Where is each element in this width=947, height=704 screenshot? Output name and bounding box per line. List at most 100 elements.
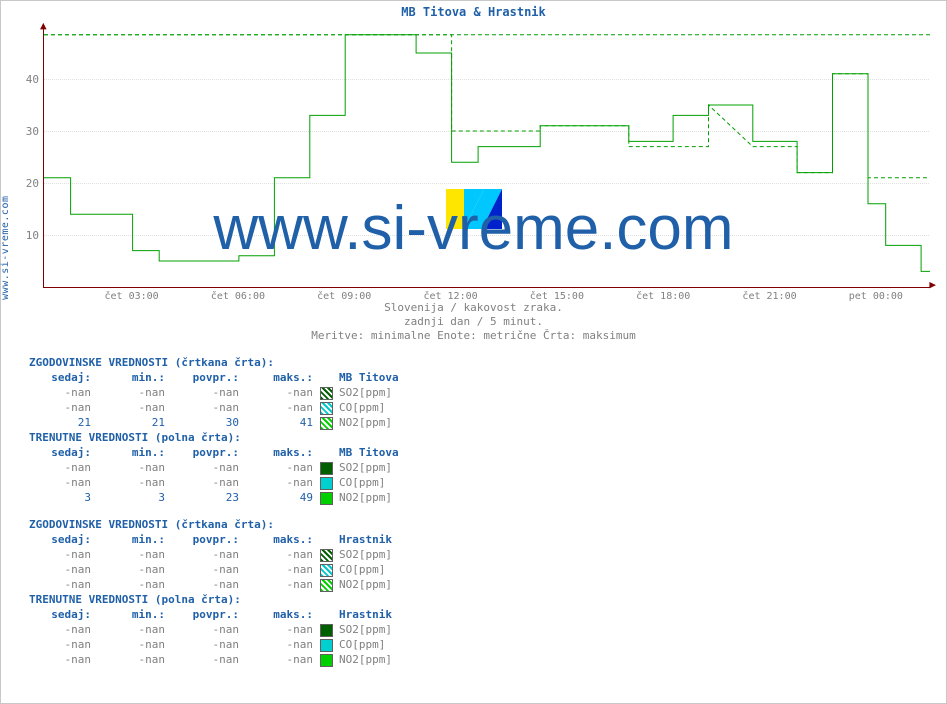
figure: www.si-vreme.com MB Titova & Hrastnik 10… xyxy=(0,0,947,704)
legend-value: -nan xyxy=(241,460,315,475)
legend-swatch-icon xyxy=(320,564,333,577)
legend-value: -nan xyxy=(93,475,167,490)
legend-value: -nan xyxy=(29,547,93,562)
legend-col xyxy=(315,370,337,385)
legend-col: maks.: xyxy=(241,607,315,622)
y-tick-label: 10 xyxy=(25,229,39,242)
legend-value: -nan xyxy=(29,400,93,415)
legend-heading: TRENUTNE VREDNOSTI (polna črta): xyxy=(29,592,481,607)
legend-heading: ZGODOVINSKE VREDNOSTI (črtkana črta): xyxy=(29,355,481,370)
legend-value: -nan xyxy=(93,547,167,562)
legend-col: povpr.: xyxy=(167,532,241,547)
legend-swatch-icon xyxy=(320,549,333,562)
legend-value: -nan xyxy=(93,400,167,415)
legend-swatch-icon xyxy=(320,624,333,637)
legend-value: -nan xyxy=(93,460,167,475)
legend-swatch-icon xyxy=(320,654,333,667)
legend-value: -nan xyxy=(167,652,241,667)
legend-value: -nan xyxy=(167,562,241,577)
legend-value: -nan xyxy=(167,577,241,592)
legend-col: sedaj: xyxy=(29,445,93,460)
legend-value: 30 xyxy=(167,415,241,430)
y-tick-label: 20 xyxy=(25,177,39,190)
legend-col: MB Titova xyxy=(337,445,481,460)
legend-value: -nan xyxy=(167,400,241,415)
legend-param: CO[ppm] xyxy=(337,400,481,415)
legend-col: MB Titova xyxy=(337,370,481,385)
chart-title: MB Titova & Hrastnik xyxy=(1,5,946,19)
legend-param: CO[ppm] xyxy=(337,637,481,652)
logo-icon xyxy=(446,189,502,229)
legend-col xyxy=(315,532,337,547)
legend-swatch-icon xyxy=(320,462,333,475)
legend-heading: TRENUTNE VREDNOSTI (polna črta): xyxy=(29,430,481,445)
subtitle-2: zadnji dan / 5 minut. xyxy=(1,315,946,328)
legend-value: 3 xyxy=(93,490,167,505)
legend-value: 49 xyxy=(241,490,315,505)
legend-param: SO2[ppm] xyxy=(337,622,481,637)
legend-col: min.: xyxy=(93,532,167,547)
legend-param: NO2[ppm] xyxy=(337,577,481,592)
legend-swatch-icon xyxy=(320,477,333,490)
legend-value: -nan xyxy=(167,460,241,475)
legend-param: NO2[ppm] xyxy=(337,415,481,430)
legend-swatch-icon xyxy=(320,417,333,430)
legend-value: 41 xyxy=(241,415,315,430)
legend-value: -nan xyxy=(29,475,93,490)
legend-col: povpr.: xyxy=(167,607,241,622)
legend-value: -nan xyxy=(241,562,315,577)
legend-value: 21 xyxy=(29,415,93,430)
legend-value: -nan xyxy=(241,475,315,490)
legend-value: -nan xyxy=(241,622,315,637)
legend-col xyxy=(315,445,337,460)
legend-col: maks.: xyxy=(241,370,315,385)
legend-col: povpr.: xyxy=(167,370,241,385)
legend-col: sedaj: xyxy=(29,532,93,547)
subtitle-1: Slovenija / kakovost zraka. xyxy=(1,301,946,314)
legend-value: -nan xyxy=(29,637,93,652)
legend-value: -nan xyxy=(241,577,315,592)
legend-value: -nan xyxy=(241,400,315,415)
legend-swatch-icon xyxy=(320,579,333,592)
legend-col: Hrastnik xyxy=(337,532,481,547)
legend-value: -nan xyxy=(241,637,315,652)
y-tick-label: 30 xyxy=(25,125,39,138)
legend-param: SO2[ppm] xyxy=(337,460,481,475)
legend-value: -nan xyxy=(29,562,93,577)
legend-value: -nan xyxy=(29,385,93,400)
legend-param: NO2[ppm] xyxy=(337,490,481,505)
legend-value: -nan xyxy=(167,622,241,637)
legend-param: SO2[ppm] xyxy=(337,547,481,562)
legend-value: -nan xyxy=(93,562,167,577)
legend-heading: ZGODOVINSKE VREDNOSTI (črtkana črta): xyxy=(29,517,481,532)
legend-value: -nan xyxy=(29,577,93,592)
y-tick-label: 40 xyxy=(25,73,39,86)
legend-col: min.: xyxy=(93,445,167,460)
legend-value: -nan xyxy=(241,385,315,400)
legend-value: -nan xyxy=(167,385,241,400)
legend-param: NO2[ppm] xyxy=(337,652,481,667)
legend-col: Hrastnik xyxy=(337,607,481,622)
subtitle-3: Meritve: minimalne Enote: metrične Črta:… xyxy=(1,329,946,342)
legend-value: -nan xyxy=(167,547,241,562)
legend-swatch-icon xyxy=(320,402,333,415)
legend-col: min.: xyxy=(93,607,167,622)
legend-value: -nan xyxy=(167,637,241,652)
legend-swatch-icon xyxy=(320,387,333,400)
legend-col xyxy=(315,607,337,622)
legend-value: -nan xyxy=(29,622,93,637)
legend-value: 23 xyxy=(167,490,241,505)
legend-col: maks.: xyxy=(241,532,315,547)
legend-value: -nan xyxy=(93,385,167,400)
legend-value: -nan xyxy=(241,547,315,562)
legend-col: sedaj: xyxy=(29,607,93,622)
legend-value: -nan xyxy=(241,652,315,667)
legend-value: -nan xyxy=(29,460,93,475)
legend-col: maks.: xyxy=(241,445,315,460)
legend-table: sedaj:min.:povpr.:maks.:MB Titova-nan-na… xyxy=(29,445,481,505)
legend-value: -nan xyxy=(93,622,167,637)
legend-value: -nan xyxy=(93,637,167,652)
legend-value: 3 xyxy=(29,490,93,505)
legend-table: sedaj:min.:povpr.:maks.:Hrastnik-nan-nan… xyxy=(29,607,481,667)
legend-swatch-icon xyxy=(320,639,333,652)
